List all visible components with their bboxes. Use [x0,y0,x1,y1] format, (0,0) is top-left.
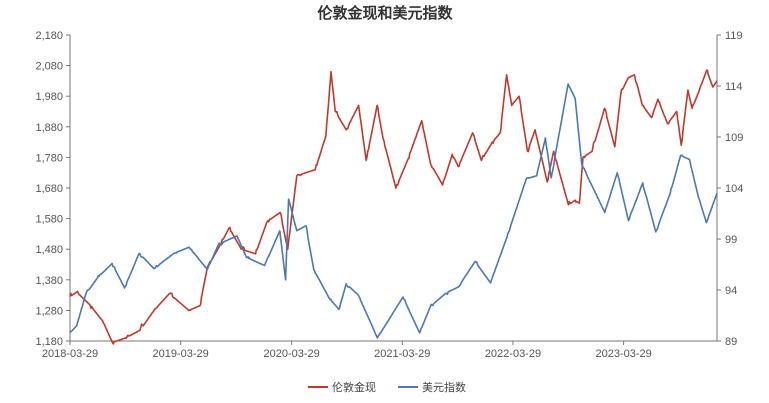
right-tick-label: 114 [725,81,743,93]
series-layer [69,69,718,345]
right-tick-label: 94 [725,285,737,297]
left-tick-label: 1,180 [35,336,63,348]
legend: 伦敦金现 美元指数 [308,380,466,394]
legend-label-dollar-index: 美元指数 [422,380,466,394]
left-tick-label: 2,180 [35,30,63,42]
right-y-axis: 89 94 99 104 109 114 119 [717,30,743,348]
right-tick-label: 99 [725,234,737,246]
x-tick-label: 2018-03-29 [42,348,98,360]
right-tick-label: 89 [725,336,737,348]
left-tick-label: 2,080 [35,61,63,73]
left-tick-label: 1,480 [35,244,63,256]
right-tick-label: 109 [725,132,743,144]
left-y-axis: 1,180 1,280 1,380 1,480 1,580 1,680 1,780 1,880… [35,30,70,348]
x-axis: 2018-03-29 2019-03-29 2020-03-29 2021-03-29… [42,341,652,360]
legend-label-gold: 伦敦金现 [332,380,376,394]
left-tick-label: 1,280 [35,305,63,317]
series-line-dollar-index [69,83,718,339]
x-tick-label: 2021-03-29 [374,348,430,360]
right-tick-label: 104 [725,183,743,195]
x-tick-label: 2019-03-29 [153,348,209,360]
x-tick-label: 2022-03-29 [485,348,541,360]
right-tick-label: 119 [725,30,743,42]
left-tick-label: 1,380 [35,275,63,287]
x-tick-label: 2023-03-29 [595,348,651,360]
x-tick-label: 2020-03-29 [263,348,319,360]
chart-title: 伦敦金现和美元指数 [317,4,453,22]
left-tick-label: 1,680 [35,183,63,195]
left-tick-label: 1,780 [35,152,63,164]
left-tick-label: 1,580 [35,214,63,226]
series-line-gold [69,69,718,345]
left-tick-label: 1,980 [35,91,63,103]
left-tick-label: 1,880 [35,122,63,134]
